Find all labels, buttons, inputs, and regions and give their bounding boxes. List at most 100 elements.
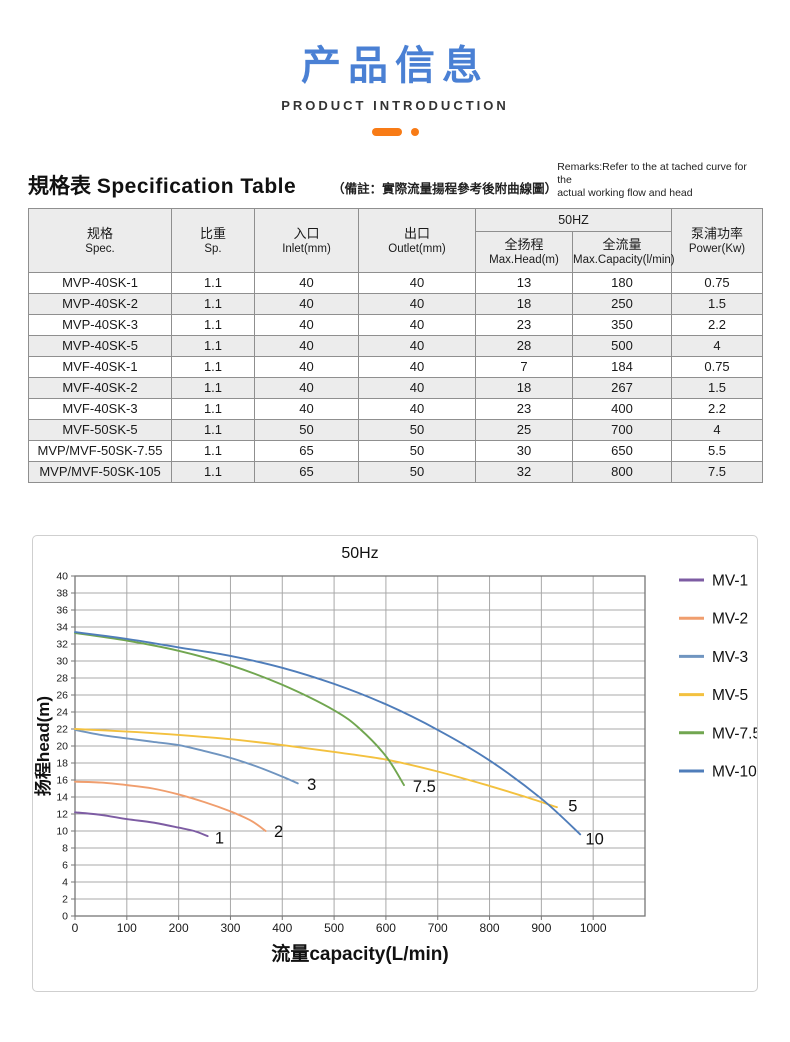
series-line-MV-5 [74,728,558,809]
table-cell: 400 [571,398,673,420]
table-row: MVP/MVF-50SK-105 1.1 65 50 32 800 7.5 [28,461,764,483]
spec-heading-row: 規格表 Specification Table （備註：實際流量揚程參考後附曲線… [28,161,762,200]
title-divider [0,127,790,137]
col-header-maxhead: 全扬程 Max.Head(m) [475,231,573,273]
table-cell: 65 [254,461,359,483]
table-cell: 4 [671,419,764,441]
spec-heading-zh: 規格表 [28,175,91,198]
series-end-label-MV-3: 3 [307,776,316,794]
col-header-spec-zh: 规格 [86,225,113,241]
y-tick-label: 8 [62,843,68,855]
table-cell: 23 [475,314,573,336]
table-cell: 800 [571,461,673,483]
table-cell: 28 [475,335,573,357]
table-cell: 18 [475,293,573,315]
table-cell: MVF-40SK-2 [28,377,172,399]
series-end-label-MV-1: 1 [215,830,224,848]
x-tick-label: 100 [117,921,137,935]
divider-dot-icon [410,128,419,136]
spec-remarks-line1: Remarks:Refer to the at tached curve for… [557,161,747,186]
table-cell: 40 [358,356,476,378]
legend-label-MV-10: MV-10 [712,764,757,781]
y-tick-label: 4 [62,877,68,889]
legend-label-MV-1: MV-1 [712,573,748,590]
table-row: MVF-50SK-5 1.1 50 50 25 700 4 [28,419,764,441]
pump-curve-chart-card: 0 100 200 300 400 500 600 700 800 900 1000 0 2 4 6 8 10 1… [32,535,758,992]
col-header-spec: 规格 Spec. [28,208,172,273]
y-tick-label: 14 [56,792,68,804]
col-header-inlet-zh: 入口 [293,225,320,241]
hero-section: 产品信息 PRODUCT INTRODUCTION [0,0,790,137]
table-cell: MVF-50SK-5 [28,419,172,441]
col-header-inlet: 入口 Inlet(mm) [254,208,359,273]
col-header-power-en: Power(Kw) [688,242,746,255]
spec-remarks: Remarks:Refer to the at tached curve for… [557,161,762,200]
x-tick-label: 600 [376,921,396,935]
col-header-spec-en: Spec. [85,242,115,255]
table-cell: 4 [671,335,764,357]
table-cell: 25 [475,419,573,441]
col-header-inlet-en: Inlet(mm) [282,242,331,255]
series-line-MV-3 [74,728,299,785]
table-cell: 40 [358,377,476,399]
table-cell: 184 [571,356,673,378]
table-cell: 50 [358,461,476,483]
table-row: MVP-40SK-3 1.1 40 40 23 350 2.2 [28,314,764,336]
spec-heading-en: Specification Table [96,175,297,198]
y-axis-title: 扬程head(m) [33,696,53,796]
col-header-sp-en: Sp. [204,242,222,255]
table-cell: 1.5 [671,377,764,399]
table-cell: 1.1 [171,293,255,315]
series-end-label-MV-2: 2 [274,823,283,841]
table-cell: MVP-40SK-3 [28,314,172,336]
y-tick-label: 40 [56,571,68,583]
series-line-MV-2 [74,780,267,832]
y-tick-label: 0 [62,911,68,923]
table-cell: MVP/MVF-50SK-105 [28,461,172,483]
x-axis-title: 流量capacity(L/min) [271,942,448,965]
table-cell: 250 [571,293,673,315]
col-header-outlet: 出口 Outlet(mm) [358,208,476,273]
legend-label-MV-5: MV-5 [712,687,748,704]
table-cell: 1.1 [171,377,255,399]
series-end-label-MV-10: 10 [585,831,603,849]
table-cell: 40 [358,335,476,357]
col-header-sp-zh: 比重 [199,225,226,241]
spec-table-heading: 規格表 Specification Table [28,170,296,200]
table-cell: 40 [254,314,359,336]
col-header-sp: 比重 Sp. [171,208,255,273]
table-cell: MVF-40SK-3 [28,398,172,420]
table-row: MVP/MVF-50SK-7.55 1.1 65 50 30 650 5.5 [28,440,764,462]
table-cell: 1.5 [671,293,764,315]
table-cell: 5.5 [671,440,764,462]
spec-remarks-line2: actual working flow and head [557,187,693,199]
y-tick-label: 16 [56,775,68,787]
spec-note: （備註：實際流量揚程參考後附曲線圖） [332,182,558,196]
table-cell: 32 [475,461,573,483]
table-cell: 2.2 [671,314,764,336]
specification-table-body: MVP-40SK-1 1.1 40 40 13 180 0.75 MVP-40SK-2 1.1 4… [28,272,764,483]
table-cell: 1.1 [171,461,255,483]
specification-table: 规格 Spec. 比重 Sp. 入口 Inlet(mm) 出口 Outlet(m… [28,208,764,483]
table-cell: 180 [571,272,673,294]
table-cell: 1.1 [171,356,255,378]
page-subtitle: PRODUCT INTRODUCTION [281,98,509,113]
table-cell: 700 [571,419,673,441]
specification-table-header: 规格 Spec. 比重 Sp. 入口 Inlet(mm) 出口 Outlet(m… [28,208,764,273]
y-tick-label: 30 [56,656,68,668]
col-header-50hz: 50HZ [474,208,673,232]
series-line-MV-7.5 [74,632,405,787]
y-tick-label: 32 [56,639,68,651]
table-cell: 1.1 [171,335,255,357]
col-header-outlet-zh: 出口 [403,225,430,241]
y-tick-label: 2 [62,894,68,906]
x-tick-label: 1000 [580,921,607,935]
y-tick-label: 38 [56,588,68,600]
table-cell: 40 [254,398,359,420]
table-cell: 0.75 [671,272,764,294]
table-cell: MVP/MVF-50SK-7.55 [28,440,172,462]
y-tick-label: 10 [56,826,68,838]
y-tick-label: 34 [56,622,68,634]
table-cell: MVF-40SK-1 [28,356,172,378]
